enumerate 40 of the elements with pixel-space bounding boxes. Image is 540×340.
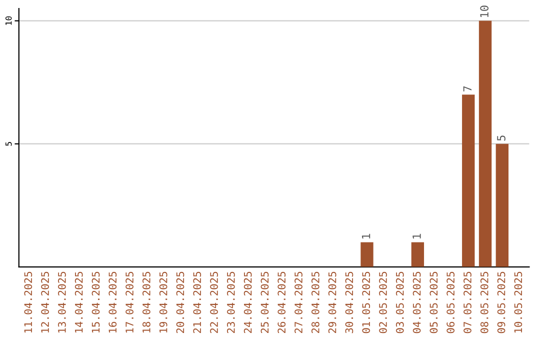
x-tick-label: 16.04.2025	[108, 272, 117, 333]
x-tick-label: 06.05.2025	[446, 272, 455, 334]
x-tick-label: 23.04.2025	[226, 272, 235, 334]
x-tick-label: 26.04.2025	[278, 272, 286, 334]
x-tick-label: 14.04.2025	[74, 272, 83, 333]
x-tick-label: 21.04.2025	[193, 272, 202, 334]
x-tick-label: 02.05.2025	[379, 272, 387, 334]
x-tick-label: 07.05.2025	[464, 272, 472, 334]
x-tick-label: 22.04.2025	[210, 272, 218, 334]
data-label: 7	[463, 86, 472, 92]
x-tick-label: 17.04.2025	[126, 272, 134, 333]
bar	[478, 20, 492, 267]
x-tick-label: 11.04.2025	[24, 272, 32, 333]
x-tick-label: 20.04.2025	[176, 272, 184, 334]
x-tick-label: 03.05.2025	[396, 272, 404, 334]
x-tick-label: 01.05.2025	[362, 272, 370, 334]
x-tick-label: 13.04.2025	[58, 272, 66, 333]
x-tick-label: 15.04.2025	[92, 272, 100, 333]
x-tick-label: 05.05.2025	[430, 272, 438, 334]
x-tick-label: 28.04.2025	[311, 272, 320, 334]
x-tick-label: 24.04.2025	[244, 272, 252, 334]
x-tick-label: 25.04.2025	[260, 272, 269, 334]
x-tick-label: 27.04.2025	[294, 272, 302, 334]
x-tick-label: 30.04.2025	[345, 272, 354, 334]
x-tick-label: 04.05.2025	[412, 272, 421, 334]
x-tick-label: 19.04.2025	[159, 272, 168, 333]
data-label: 1	[412, 234, 421, 238]
x-tick-label: 08.05.2025	[480, 272, 488, 334]
bar	[462, 94, 475, 267]
x-tick-label: 12.04.2025	[41, 272, 49, 333]
bar	[496, 144, 508, 267]
data-label: 1	[362, 234, 370, 238]
bar	[360, 242, 374, 267]
x-tick-label: 18.04.2025	[142, 272, 150, 333]
x-tick-label: 09.05.2025	[497, 272, 506, 334]
data-label: 5	[497, 136, 506, 141]
x-tick-label: 29.04.2025	[328, 272, 336, 334]
data-label: 10	[480, 6, 489, 18]
bar	[411, 242, 424, 267]
x-tick-label: 10.05.2025	[514, 272, 522, 333]
